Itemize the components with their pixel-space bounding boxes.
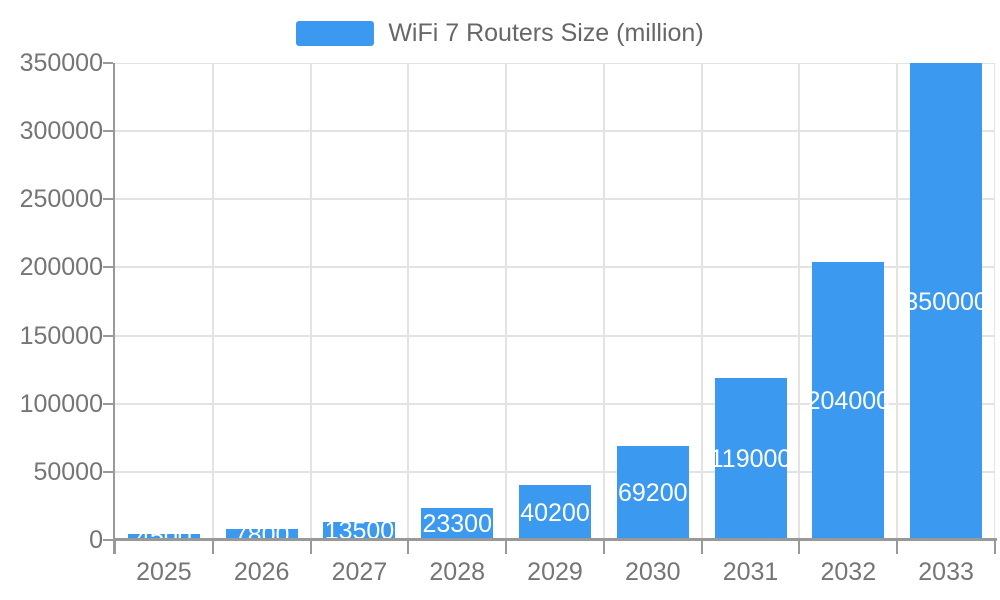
y-axis-tick [103,130,113,133]
bar[interactable] [421,508,494,540]
y-axis-tick [103,539,113,541]
x-axis-tick-label: 2028 [429,558,486,586]
x-axis-tick [994,540,996,554]
y-axis-tick-label: 250000 [19,185,103,214]
y-axis-tick-label: 100000 [19,389,103,418]
bar-value-label: 4500 [136,522,192,540]
y-axis-tick [103,334,113,337]
bar[interactable] [616,445,689,540]
y-axis-tick [103,62,113,64]
x-axis-tick-label: 2027 [331,558,388,586]
grid-line-horizontal [115,334,995,337]
x-axis-tick [309,540,312,554]
x-axis-tick-label: 2032 [820,558,877,586]
x-axis-tick-label: 2025 [136,558,192,586]
grid-line-vertical [798,63,801,540]
x-axis-tick [211,540,214,554]
grid-line-vertical [309,63,312,540]
x-axis-tick [407,540,410,554]
bar-value-label: 69200 [618,478,688,507]
y-axis-tick [103,402,113,405]
x-axis-tick [798,540,801,554]
bar[interactable] [127,533,200,540]
y-axis-tick-label: 200000 [19,253,103,282]
x-axis-tick [896,540,899,554]
bar[interactable] [812,261,885,540]
bar-value-label: 40200 [520,498,590,527]
x-axis-tick [114,540,116,554]
grid-line-vertical [994,63,995,540]
bar-value-label: 23300 [422,510,492,539]
y-axis-tick-label: 0 [89,526,103,554]
x-axis-tick-label: 2033 [918,558,974,586]
y-axis-tick [103,198,113,201]
grid-line-vertical [407,63,410,540]
chart-legend[interactable]: WiFi 7 Routers Size (million) [0,21,1000,46]
x-axis-tick-label: 2029 [527,558,583,586]
grid-line-vertical [211,63,214,540]
bar-value-label: 7800 [233,520,290,540]
grid-line-vertical [700,63,703,540]
grid-line-horizontal [115,63,995,64]
y-axis-tick-label: 350000 [19,49,103,77]
bar-value-label: 119000 [709,444,792,473]
bar[interactable] [910,63,983,540]
x-axis-tick [700,540,703,554]
x-axis-tick-label: 2026 [233,558,290,586]
x-axis-tick [602,540,605,554]
y-axis-tick-label: 150000 [19,321,103,350]
grid-line-vertical [896,63,899,540]
x-axis-tick-label: 2031 [722,558,779,586]
legend-label: WiFi 7 Routers Size (million) [388,19,704,47]
bar[interactable] [519,485,591,540]
x-axis-tick [505,540,508,554]
bar-value-label: 350000 [904,287,988,316]
y-axis-tick-label: 50000 [33,457,103,486]
y-axis-tick [103,470,113,473]
legend-swatch [296,21,375,46]
grid-line-vertical [505,63,508,540]
bar-value-label: 13500 [324,516,395,540]
bar[interactable] [323,521,396,540]
grid-line-horizontal [115,402,995,405]
bar[interactable] [225,529,298,540]
grid-line-horizontal [115,470,995,473]
y-axis-tick [103,266,113,269]
bar[interactable] [714,377,787,540]
grid-line-vertical [602,63,605,540]
plot-area: 4500 7800 13500 23300 40200 69200 119000 204000… [115,63,995,540]
grid-line-horizontal [115,266,995,269]
y-axis-tick-label: 300000 [19,117,103,146]
grid-line-horizontal [115,198,995,201]
x-axis-tick-label: 2030 [624,558,681,586]
grid-line-horizontal [115,130,995,133]
bar-value-label: 204000 [806,386,891,415]
